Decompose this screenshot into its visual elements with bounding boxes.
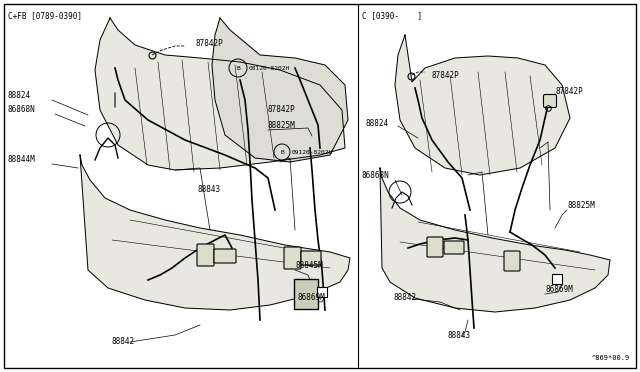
Text: C+FB [0789-0390]: C+FB [0789-0390] xyxy=(8,11,82,20)
FancyBboxPatch shape xyxy=(552,274,562,284)
Text: 88844M: 88844M xyxy=(8,155,36,164)
FancyBboxPatch shape xyxy=(444,241,464,254)
FancyBboxPatch shape xyxy=(301,251,321,265)
Text: 88843: 88843 xyxy=(447,331,470,340)
Text: 86868N: 86868N xyxy=(362,171,390,180)
FancyBboxPatch shape xyxy=(197,244,214,266)
Text: 88842: 88842 xyxy=(112,337,135,346)
Text: B: B xyxy=(236,65,240,71)
Text: 88843: 88843 xyxy=(198,185,221,194)
Polygon shape xyxy=(395,35,570,175)
Text: 88824: 88824 xyxy=(365,119,388,128)
Text: 88845M: 88845M xyxy=(296,261,324,270)
Polygon shape xyxy=(380,168,610,312)
Text: 86869M: 86869M xyxy=(298,293,326,302)
Text: 88842: 88842 xyxy=(393,293,416,302)
FancyBboxPatch shape xyxy=(317,287,327,297)
FancyBboxPatch shape xyxy=(543,94,557,108)
Text: 87842P: 87842P xyxy=(432,71,460,80)
Polygon shape xyxy=(212,18,348,162)
Text: C [0390-    ]: C [0390- ] xyxy=(362,11,422,20)
Text: 86868N: 86868N xyxy=(8,105,36,114)
Text: 87842P: 87842P xyxy=(555,87,583,96)
Text: 88825M: 88825M xyxy=(268,121,296,130)
FancyBboxPatch shape xyxy=(214,249,236,263)
Polygon shape xyxy=(80,155,350,310)
FancyBboxPatch shape xyxy=(504,251,520,271)
FancyBboxPatch shape xyxy=(284,247,301,269)
Text: B: B xyxy=(280,150,284,154)
Polygon shape xyxy=(95,18,345,170)
Text: 87842P: 87842P xyxy=(196,39,224,48)
Text: 87842P: 87842P xyxy=(268,105,296,114)
Text: 86869M: 86869M xyxy=(545,285,573,294)
Text: 88825M: 88825M xyxy=(568,201,596,210)
Text: 88824: 88824 xyxy=(8,91,31,100)
Text: 08126-8202H: 08126-8202H xyxy=(249,65,291,71)
FancyBboxPatch shape xyxy=(427,237,443,257)
Text: 09126-8202H: 09126-8202H xyxy=(292,150,333,154)
FancyBboxPatch shape xyxy=(294,279,318,309)
Text: ^869*00.9: ^869*00.9 xyxy=(592,355,630,361)
